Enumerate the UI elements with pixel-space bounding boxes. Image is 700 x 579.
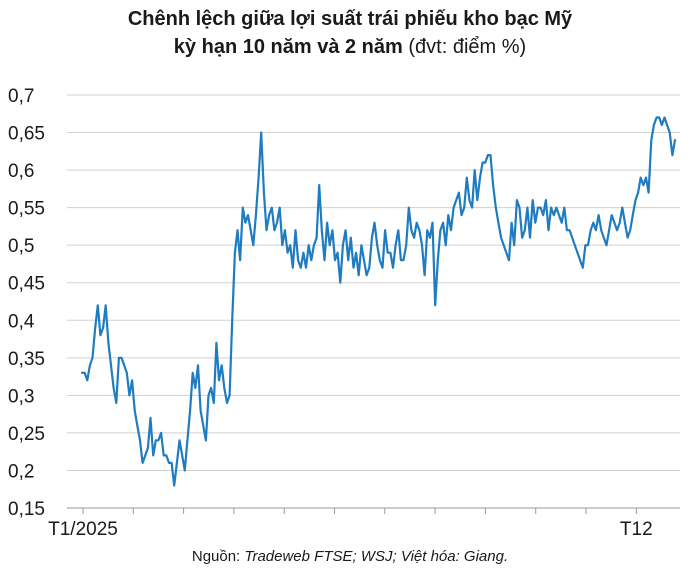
x-tick-label: T1/2025 [48,519,118,540]
chart-title-line1: Chênh lệch giữa lợi suất trái phiếu kho … [127,8,573,30]
x-tick-label: T12 [620,519,653,540]
y-tick-label: 0,15 [8,499,45,520]
y-tick-label: 0,2 [8,461,34,482]
y-tick-label: 0,5 [8,236,34,257]
y-tick-label: 0,3 [8,386,34,407]
source-text: Tradeweb FTSE; WSJ; Việt hóa: Giang. [244,548,509,565]
y-tick-label: 0,25 [8,424,45,445]
y-tick-label: 0,35 [8,349,45,370]
chart-title-line2: kỳ hạn 10 năm và 2 năm (đvt: điểm %) [0,36,700,59]
y-tick-label: 0,7 [8,86,34,107]
series-line [80,116,677,487]
y-tick-label: 0,55 [8,199,45,220]
chart-title-main: kỳ hạn 10 năm và 2 năm [173,36,403,58]
chart-title-unit: (đvt: điểm %) [408,36,527,58]
source-label: Nguồn: [191,548,241,565]
source-note: Nguồn: Tradeweb FTSE; WSJ; Việt hóa: Gia… [0,548,700,565]
y-tick-label: 0,45 [8,274,45,295]
y-tick-label: 0,6 [8,161,34,182]
y-tick-label: 0,4 [8,311,35,332]
y-tick-label: 0,65 [8,124,45,145]
